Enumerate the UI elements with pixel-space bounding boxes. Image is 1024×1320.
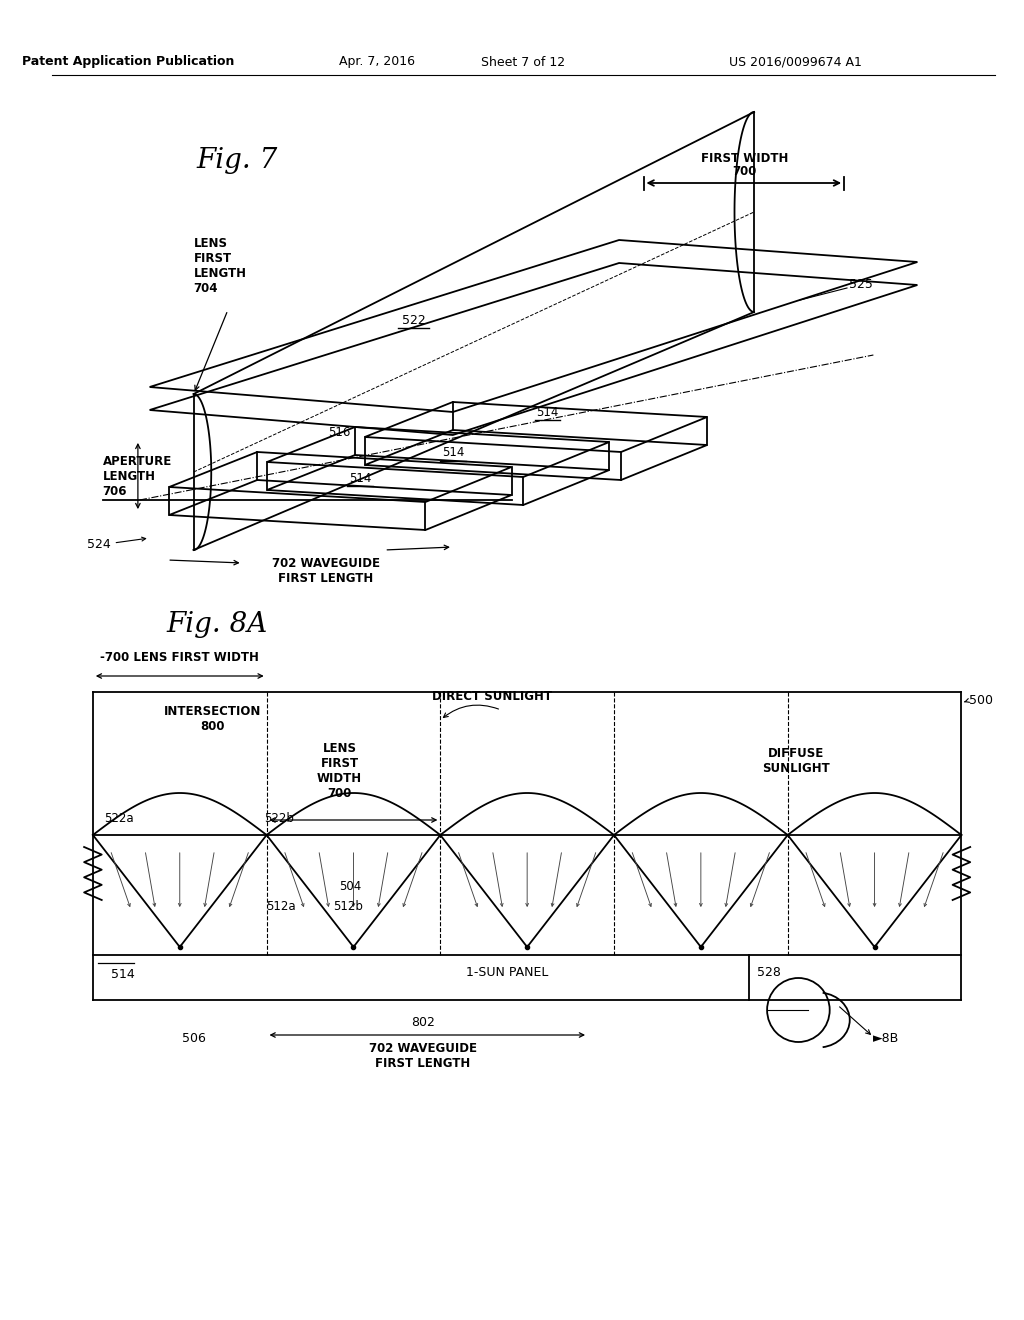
Text: WIDTH: WIDTH <box>317 772 362 785</box>
Text: FIRST WIDTH: FIRST WIDTH <box>700 152 788 165</box>
Text: 512a: 512a <box>265 900 295 913</box>
Text: 516: 516 <box>328 426 350 440</box>
Text: Fig. 7: Fig. 7 <box>197 147 278 173</box>
Text: 512b: 512b <box>333 900 364 913</box>
Text: 700: 700 <box>328 787 352 800</box>
Text: 522b: 522b <box>264 812 294 825</box>
Text: 702 WAVEGUIDE: 702 WAVEGUIDE <box>369 1041 477 1055</box>
Text: 1-SUN PANEL: 1-SUN PANEL <box>466 966 549 979</box>
Text: 702 WAVEGUIDE: 702 WAVEGUIDE <box>271 557 380 570</box>
Text: DIRECT SUNLIGHT: DIRECT SUNLIGHT <box>432 690 552 704</box>
Text: FIRST LENGTH: FIRST LENGTH <box>279 572 374 585</box>
Text: 504: 504 <box>340 880 361 894</box>
Text: 706: 706 <box>102 484 127 498</box>
Text: 522a: 522a <box>104 812 134 825</box>
Text: 700: 700 <box>732 165 757 178</box>
Text: FIRST LENGTH: FIRST LENGTH <box>376 1057 471 1071</box>
Text: FIRST: FIRST <box>321 756 358 770</box>
Text: 524: 524 <box>87 539 111 552</box>
Text: LENS: LENS <box>194 238 227 249</box>
Text: 525: 525 <box>849 279 872 292</box>
Text: ►8B: ►8B <box>873 1031 900 1044</box>
Text: LENS: LENS <box>323 742 356 755</box>
Text: 704: 704 <box>194 282 218 294</box>
Text: 506: 506 <box>181 1031 206 1044</box>
Text: LENGTH: LENGTH <box>102 470 156 483</box>
Text: LENGTH: LENGTH <box>194 267 247 280</box>
Text: Sheet 7 of 12: Sheet 7 of 12 <box>481 55 565 69</box>
Text: US 2016/0099674 A1: US 2016/0099674 A1 <box>729 55 861 69</box>
Text: 514: 514 <box>537 405 559 418</box>
Text: Patent Application Publication: Patent Application Publication <box>22 55 234 69</box>
Text: SUNLIGHT: SUNLIGHT <box>763 762 830 775</box>
Text: -700 LENS FIRST WIDTH: -700 LENS FIRST WIDTH <box>100 651 259 664</box>
Text: Fig. 8A: Fig. 8A <box>166 610 267 638</box>
Text: 500: 500 <box>970 693 993 706</box>
Text: 528: 528 <box>758 966 781 979</box>
Text: 514: 514 <box>441 446 464 459</box>
Text: 802: 802 <box>411 1015 435 1028</box>
Text: DIFFUSE: DIFFUSE <box>768 747 824 760</box>
Text: 514: 514 <box>111 969 134 982</box>
Text: Apr. 7, 2016: Apr. 7, 2016 <box>339 55 415 69</box>
Text: 800: 800 <box>201 719 225 733</box>
Text: 522: 522 <box>401 314 426 326</box>
Text: 514: 514 <box>349 471 371 484</box>
Text: INTERSECTION: INTERSECTION <box>164 705 261 718</box>
Text: APERTURE: APERTURE <box>102 455 172 469</box>
Text: FIRST: FIRST <box>194 252 231 265</box>
